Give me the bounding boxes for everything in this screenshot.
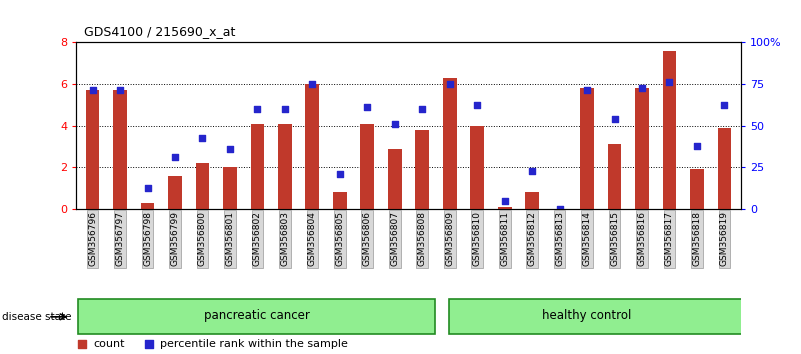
Text: GSM356801: GSM356801: [225, 211, 235, 267]
Text: GSM356797: GSM356797: [115, 211, 124, 267]
Text: GSM356810: GSM356810: [473, 211, 481, 267]
Point: [75, 341, 88, 347]
Point: [333, 171, 346, 176]
Bar: [305, 84, 320, 209]
Text: GSM356816: GSM356816: [638, 211, 646, 267]
Point: [168, 154, 181, 160]
Bar: [718, 128, 731, 209]
Bar: [78, 299, 435, 334]
Point: [388, 121, 401, 126]
Bar: [86, 90, 99, 209]
Text: healthy control: healthy control: [542, 309, 632, 322]
Bar: [690, 169, 704, 209]
Bar: [608, 144, 622, 209]
Text: pancreatic cancer: pancreatic cancer: [204, 309, 310, 322]
Point: [581, 87, 594, 93]
Bar: [278, 124, 292, 209]
Text: disease state: disease state: [2, 312, 72, 322]
Point: [306, 81, 319, 87]
Bar: [416, 130, 429, 209]
Point: [690, 144, 703, 149]
Text: GSM356805: GSM356805: [336, 211, 344, 267]
Text: GSM356804: GSM356804: [308, 211, 317, 266]
Text: GSM356796: GSM356796: [88, 211, 97, 267]
Bar: [195, 163, 209, 209]
Text: GSM356813: GSM356813: [555, 211, 564, 267]
Text: GSM356800: GSM356800: [198, 211, 207, 267]
Point: [636, 85, 649, 91]
Bar: [168, 176, 182, 209]
Text: GDS4100 / 215690_x_at: GDS4100 / 215690_x_at: [84, 25, 235, 38]
Text: GSM356798: GSM356798: [143, 211, 152, 267]
Bar: [449, 299, 752, 334]
Point: [498, 198, 511, 203]
Point: [87, 87, 99, 93]
Point: [471, 102, 484, 108]
Point: [663, 79, 676, 85]
Bar: [635, 88, 649, 209]
Bar: [141, 202, 155, 209]
Bar: [470, 126, 484, 209]
Text: GSM356814: GSM356814: [582, 211, 592, 266]
Text: percentile rank within the sample: percentile rank within the sample: [160, 339, 348, 349]
Point: [361, 104, 374, 110]
Bar: [662, 51, 676, 209]
Point: [718, 102, 731, 108]
Point: [416, 106, 429, 112]
Text: GSM356819: GSM356819: [720, 211, 729, 267]
Bar: [251, 124, 264, 209]
Bar: [525, 192, 539, 209]
Bar: [333, 192, 347, 209]
Point: [443, 81, 456, 87]
Bar: [580, 88, 594, 209]
Text: GSM356818: GSM356818: [693, 211, 702, 267]
Text: GSM356817: GSM356817: [665, 211, 674, 267]
Text: GSM356803: GSM356803: [280, 211, 289, 267]
Text: GSM356806: GSM356806: [363, 211, 372, 267]
Bar: [223, 167, 237, 209]
Text: GSM356799: GSM356799: [171, 211, 179, 267]
Bar: [497, 207, 512, 209]
Text: GSM356815: GSM356815: [610, 211, 619, 267]
Point: [525, 169, 538, 174]
Text: GSM356812: GSM356812: [528, 211, 537, 266]
Point: [196, 135, 209, 141]
Point: [114, 87, 127, 93]
Text: GSM356807: GSM356807: [390, 211, 399, 267]
Point: [223, 146, 236, 152]
Text: count: count: [93, 339, 124, 349]
Point: [141, 185, 154, 191]
Text: GSM356802: GSM356802: [253, 211, 262, 266]
Text: GSM356811: GSM356811: [500, 211, 509, 267]
Text: GSM356808: GSM356808: [418, 211, 427, 267]
Bar: [443, 78, 457, 209]
Point: [251, 106, 264, 112]
Bar: [113, 90, 127, 209]
Point: [143, 341, 155, 347]
Point: [608, 116, 621, 122]
Point: [553, 206, 566, 212]
Bar: [360, 124, 374, 209]
Point: [279, 106, 292, 112]
Text: GSM356809: GSM356809: [445, 211, 454, 267]
Bar: [388, 149, 401, 209]
